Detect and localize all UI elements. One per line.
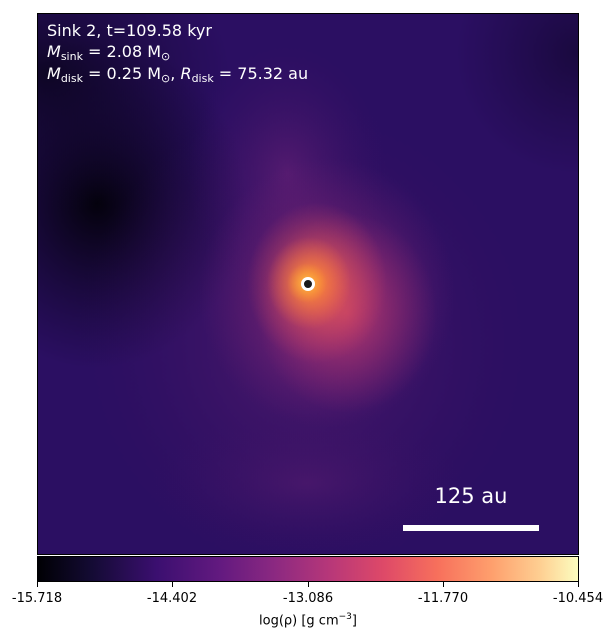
- colorbar-tick-3: [443, 582, 444, 587]
- mdisk-value: = 0.25 M: [82, 64, 162, 83]
- disk-properties-label: Mdisk = 0.25 M⊙, Rdisk = 75.32 au: [47, 64, 308, 84]
- colorbar-tick-1: [172, 582, 173, 587]
- colorbar-tick-2: [308, 582, 309, 587]
- colorbar-tick-4: [578, 582, 579, 587]
- rdisk-subscript: disk: [191, 72, 214, 85]
- sink-particle-marker: [301, 277, 315, 291]
- sink-mass-label: Msink = 2.08 M⊙: [47, 42, 170, 62]
- colorbar-label: log(ρ) [g cm−3]: [259, 612, 357, 628]
- mdisk-subscript: disk: [60, 72, 83, 85]
- colorbar-tick-label-3: -11.770: [417, 591, 469, 606]
- msink-subscript: sink: [60, 50, 83, 63]
- colorbar-tick-label-1: -14.402: [146, 591, 198, 606]
- rdisk-separator: ,: [170, 64, 181, 83]
- rdisk-symbol: R: [180, 64, 192, 83]
- colorbar-tick-0: [37, 582, 38, 587]
- mdisk-sun-symbol: ⊙: [161, 72, 171, 85]
- scalebar-label: 125 au: [434, 484, 508, 508]
- colorbar-label-close: ]: [351, 613, 357, 629]
- colorbar-label-exponent: −3: [338, 612, 352, 622]
- mdisk-symbol: M: [47, 64, 61, 83]
- msink-value: = 2.08 M: [82, 42, 162, 61]
- msink-sun-symbol: ⊙: [161, 50, 171, 63]
- colorbar-tick-label-0: -15.718: [11, 591, 63, 606]
- density-projection-panel: Sink 2, t=109.58 kyr Msink = 2.08 M⊙ Mdi…: [37, 13, 579, 555]
- rdisk-value: = 75.32 au: [213, 64, 309, 83]
- colorbar-tick-label-4: -10.454: [552, 591, 604, 606]
- msink-symbol: M: [47, 42, 61, 61]
- sink-time-label: Sink 2, t=109.58 kyr: [47, 21, 212, 40]
- colorbar-label-text: log(ρ) [g cm: [259, 613, 339, 629]
- colorbar: [37, 556, 579, 582]
- scalebar: [403, 525, 539, 531]
- colorbar-tick-label-2: -13.086: [282, 591, 334, 606]
